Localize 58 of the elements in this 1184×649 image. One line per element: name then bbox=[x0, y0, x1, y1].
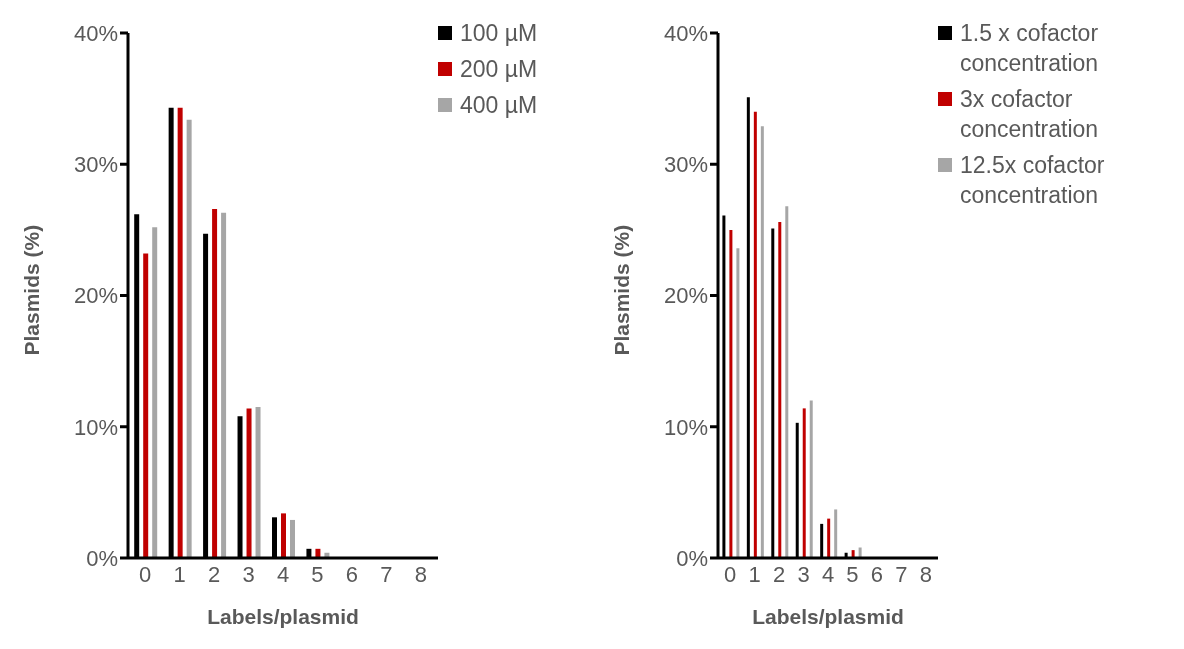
x-tick-label: 6 bbox=[870, 561, 884, 587]
x-tick-label: 5 bbox=[311, 561, 324, 587]
bar bbox=[143, 253, 149, 558]
bar bbox=[809, 400, 813, 558]
legend-label: 400 µM bbox=[460, 91, 538, 120]
bar bbox=[785, 206, 789, 558]
x-axis-title: Labels/plasmid bbox=[752, 605, 904, 628]
bar bbox=[212, 208, 218, 558]
bar bbox=[246, 408, 252, 558]
x-tick-label: 1 bbox=[173, 561, 186, 587]
x-tick-label: 8 bbox=[414, 561, 427, 587]
bar bbox=[778, 222, 782, 558]
x-tick-label: 3 bbox=[797, 561, 810, 587]
y-tick-label: 10% bbox=[663, 414, 708, 440]
x-tick-label: 0 bbox=[724, 561, 737, 587]
y-tick-label: 20% bbox=[73, 283, 118, 309]
x-tick-label: 1 bbox=[748, 561, 761, 587]
x-tick-label: 0 bbox=[139, 561, 152, 587]
y-tick-label: 0% bbox=[676, 545, 708, 571]
x-tick-label: 7 bbox=[895, 561, 908, 587]
x-tick-label: 4 bbox=[276, 561, 290, 587]
legend-label: 100 µM bbox=[460, 19, 538, 48]
y-tick-label: 40% bbox=[73, 20, 118, 46]
x-tick-label: 4 bbox=[821, 561, 835, 587]
y-axis-title: Plasmids (%) bbox=[20, 224, 44, 356]
bar bbox=[753, 111, 757, 558]
bar bbox=[802, 408, 806, 558]
bar bbox=[255, 407, 261, 558]
bar bbox=[280, 513, 286, 558]
bar bbox=[760, 126, 764, 558]
bar bbox=[289, 519, 295, 558]
y-tick-label: 0% bbox=[86, 545, 118, 571]
x-tick-label: 7 bbox=[380, 561, 393, 587]
y-tick-label: 10% bbox=[73, 414, 118, 440]
x-tick-label: 2 bbox=[207, 561, 221, 587]
y-tick-label: 40% bbox=[663, 20, 708, 46]
x-tick-label: 2 bbox=[772, 561, 786, 587]
y-axis-title: Plasmids (%) bbox=[610, 224, 634, 356]
y-tick-label: 30% bbox=[73, 152, 118, 178]
x-tick-label: 3 bbox=[242, 561, 255, 587]
y-tick-label: 20% bbox=[663, 283, 708, 309]
bar bbox=[834, 509, 838, 558]
legend-label: 200 µM bbox=[460, 55, 538, 84]
legend-label: 12.5x cofactor concentration bbox=[960, 151, 1106, 210]
y-tick-label: 30% bbox=[663, 152, 708, 178]
bar bbox=[221, 212, 227, 558]
x-tick-label: 5 bbox=[846, 561, 859, 587]
legend-label: 3x cofactor concentration bbox=[960, 85, 1100, 144]
bar bbox=[736, 248, 740, 558]
legend-label: 1.5 x cofactor concentration bbox=[960, 19, 1100, 78]
x-tick-label: 8 bbox=[919, 561, 932, 587]
bar bbox=[177, 107, 183, 558]
x-tick-label: 6 bbox=[345, 561, 359, 587]
bar bbox=[186, 119, 192, 558]
x-axis-title: Labels/plasmid bbox=[207, 605, 359, 628]
bar bbox=[729, 229, 733, 558]
bar bbox=[827, 518, 831, 558]
bar bbox=[152, 227, 158, 558]
